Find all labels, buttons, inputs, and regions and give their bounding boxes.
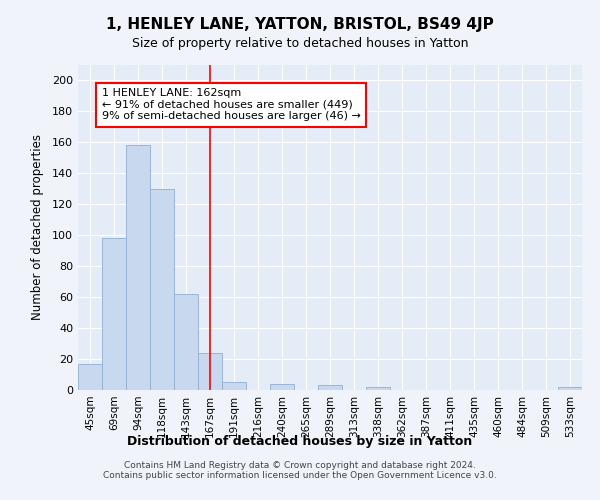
Bar [270, 384, 294, 390]
Text: 1 HENLEY LANE: 162sqm
← 91% of detached houses are smaller (449)
9% of semi-deta: 1 HENLEY LANE: 162sqm ← 91% of detached … [102, 88, 361, 122]
Text: Contains HM Land Registry data © Crown copyright and database right 2024.
Contai: Contains HM Land Registry data © Crown c… [103, 460, 497, 480]
Bar [150, 189, 174, 390]
Bar [222, 382, 246, 390]
Bar [318, 386, 342, 390]
Bar [558, 387, 582, 390]
Bar [102, 238, 126, 390]
Bar [174, 294, 198, 390]
Y-axis label: Number of detached properties: Number of detached properties [31, 134, 44, 320]
Text: Distribution of detached houses by size in Yatton: Distribution of detached houses by size … [127, 435, 473, 448]
Text: Size of property relative to detached houses in Yatton: Size of property relative to detached ho… [132, 38, 468, 51]
Text: 1, HENLEY LANE, YATTON, BRISTOL, BS49 4JP: 1, HENLEY LANE, YATTON, BRISTOL, BS49 4J… [106, 18, 494, 32]
Bar [126, 146, 150, 390]
Bar [78, 364, 102, 390]
Bar [198, 353, 222, 390]
Bar [366, 387, 390, 390]
